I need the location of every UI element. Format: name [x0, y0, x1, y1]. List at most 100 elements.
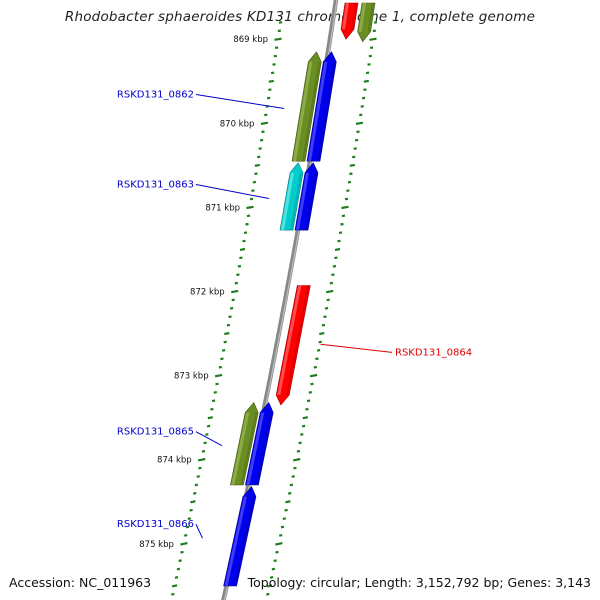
inner-tick-mark	[360, 105, 364, 108]
outer-tick-mark	[252, 180, 257, 184]
inner-tick-mark	[296, 449, 301, 453]
inner-tick-mark	[332, 264, 337, 268]
outer-tick-mark	[274, 46, 279, 49]
outer-tick-mark	[270, 71, 275, 75]
inner-tick-mark	[340, 222, 344, 226]
outer-tick-mark	[198, 466, 202, 470]
kbp-label: 872 kbp	[190, 288, 225, 298]
inner-tick-mark	[325, 289, 334, 294]
inner-tick-mark	[341, 214, 346, 218]
gene-arrow-blue[interactable]	[245, 401, 274, 486]
outer-tick-mark	[251, 189, 255, 192]
inner-tick-mark	[284, 508, 288, 512]
kbp-label: 874 kbp	[157, 456, 192, 466]
inner-tick-mark	[306, 399, 311, 403]
inner-tick-mark	[331, 273, 335, 277]
inner-tick-mark	[349, 172, 353, 176]
inner-tick-mark	[280, 525, 285, 529]
accession-text: Accession: NC_011963	[9, 575, 152, 590]
inner-tick-mark	[367, 63, 371, 66]
gene-arrow-blue[interactable]	[294, 162, 319, 231]
inner-tick-mark	[310, 382, 314, 386]
inner-tick-mark	[298, 441, 302, 445]
outer-tick-mark	[237, 264, 242, 268]
gene-arrow-cyan-rskd131_0863[interactable]	[279, 162, 304, 231]
gene-arrow-blue[interactable]	[306, 51, 337, 162]
gene-label[interactable]: RSKD131_0866	[117, 519, 194, 530]
outer-tick-mark	[178, 559, 182, 563]
outer-tick-mark	[190, 500, 196, 504]
kbp-label: 870 kbp	[220, 119, 255, 129]
inner-tick-mark	[354, 138, 359, 142]
inner-tick-mark	[315, 357, 319, 361]
gene-arrow-red-rskd131_0864[interactable]	[275, 285, 311, 406]
outer-tick-mark	[180, 542, 188, 546]
inner-tick-mark	[337, 239, 341, 243]
outer-tick-mark	[214, 373, 223, 378]
outer-tick-mark	[239, 247, 246, 251]
inner-tick-mark	[316, 349, 321, 352]
inner-tick-mark	[338, 231, 343, 234]
inner-tick-mark	[266, 592, 270, 596]
outer-tick-mark	[249, 197, 254, 201]
gene-arrow-olive-rskd131_0865[interactable]	[230, 401, 259, 486]
outer-tick-mark	[196, 475, 200, 478]
outer-tick-mark	[174, 576, 179, 579]
inner-tick-mark	[355, 121, 364, 125]
outer-tick-mark	[187, 517, 192, 520]
gene-label[interactable]: RSKD131_0863	[117, 179, 194, 190]
inner-tick-mark	[318, 340, 322, 344]
map-title: Rhodobacter sphaeroides KD131 chromosome…	[64, 9, 536, 25]
outer-tick-mark	[268, 88, 272, 91]
inner-tick-mark	[347, 180, 352, 184]
gene-arrow-olive-rskd131_0862[interactable]	[291, 51, 322, 162]
inner-tick-mark	[369, 37, 377, 41]
inner-tick-mark	[292, 457, 301, 462]
inner-tick-mark	[291, 475, 295, 478]
inner-tick-mark	[309, 373, 318, 378]
outer-tick-mark	[243, 231, 248, 234]
outer-tick-mark	[245, 222, 249, 226]
outer-tick-mark	[211, 399, 216, 403]
inner-tick-mark	[341, 205, 349, 210]
gene-label[interactable]: RSKD131_0865	[117, 427, 194, 438]
outer-tick-mark	[223, 340, 227, 344]
inner-tick-mark	[308, 391, 313, 394]
gene-layer	[223, 2, 376, 587]
outer-tick-mark	[236, 273, 240, 277]
gene-arrow-red[interactable]	[340, 2, 359, 40]
inner-tick-mark	[269, 576, 274, 579]
outer-tick-mark	[206, 424, 211, 428]
outer-tick-mark	[257, 155, 261, 159]
outer-tick-mark	[254, 172, 258, 176]
gene-label[interactable]: RSKD131_0864	[395, 347, 472, 358]
outer-tick-mark	[258, 147, 262, 150]
kbp-label: 875 kbp	[139, 540, 174, 550]
kbp-label: 873 kbp	[174, 372, 209, 382]
inner-tick-mark	[329, 281, 334, 285]
tick-layer: 869 kbp 870 kbp 871 kbp 872 kbp 873 kbp 874 k…	[139, 21, 378, 596]
gene-label[interactable]: RSKD131_0862	[117, 89, 194, 100]
topology-text: Topology: circular; Length: 3,152,792 bp…	[247, 575, 591, 590]
inner-tick-mark	[361, 96, 366, 100]
outer-tick-mark	[226, 323, 231, 327]
inner-tick-mark	[271, 567, 276, 571]
outer-tick-mark	[213, 391, 218, 394]
inner-tick-mark	[275, 542, 283, 546]
inner-tick-mark	[369, 46, 374, 49]
outer-tick-mark	[203, 441, 207, 445]
inner-tick-mark	[323, 315, 327, 319]
gene-arrow-olive[interactable]	[357, 2, 376, 43]
inner-tick-mark	[363, 88, 367, 91]
inner-tick-mark	[344, 197, 349, 201]
gene-arrow-blue-rskd131_0866[interactable]	[223, 486, 257, 587]
inner-tick-mark	[363, 79, 369, 83]
inner-tick-mark	[346, 189, 350, 192]
inner-tick-mark	[321, 323, 326, 327]
inner-tick-mark	[293, 466, 297, 470]
inner-tick-mark	[285, 500, 291, 504]
inner-tick-mark	[302, 416, 309, 420]
outer-tick-mark	[180, 550, 184, 554]
inner-tick-mark	[319, 332, 325, 336]
outer-tick-mark	[194, 483, 199, 487]
